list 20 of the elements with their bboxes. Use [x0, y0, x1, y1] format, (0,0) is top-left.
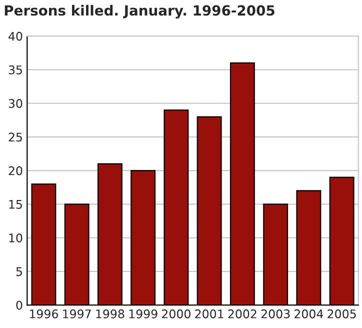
y-tick-label: 15 [9, 200, 22, 209]
x-tick-label: 1998 [96, 309, 124, 318]
y-tick-label: 30 [8, 99, 22, 108]
chart-title: Persons killed. January. 1996-2005 [4, 4, 274, 18]
x-tick-label: 2002 [228, 309, 256, 318]
y-tick-label: 10 [9, 234, 22, 242]
x-tick-label: 1999 [129, 309, 158, 318]
x-tick-label: 1997 [63, 309, 91, 318]
x-tick-label: 2003 [261, 309, 290, 318]
y-tick-label: 0 [16, 300, 22, 310]
y-tick-label: 40 [8, 32, 22, 41]
x-tick-label: 2004 [294, 309, 324, 318]
y-tick-label: 35 [8, 65, 22, 74]
x-tick-label: 2000 [162, 309, 190, 318]
y-tick-label: 20 [8, 166, 22, 176]
x-tick-label: 2001 [195, 309, 224, 318]
y-tick-label: 5 [16, 267, 22, 276]
x-tick-label: 2005 [328, 309, 356, 318]
x-tick-label: 1996 [30, 309, 58, 318]
y-tick-label: 25 [8, 132, 22, 142]
